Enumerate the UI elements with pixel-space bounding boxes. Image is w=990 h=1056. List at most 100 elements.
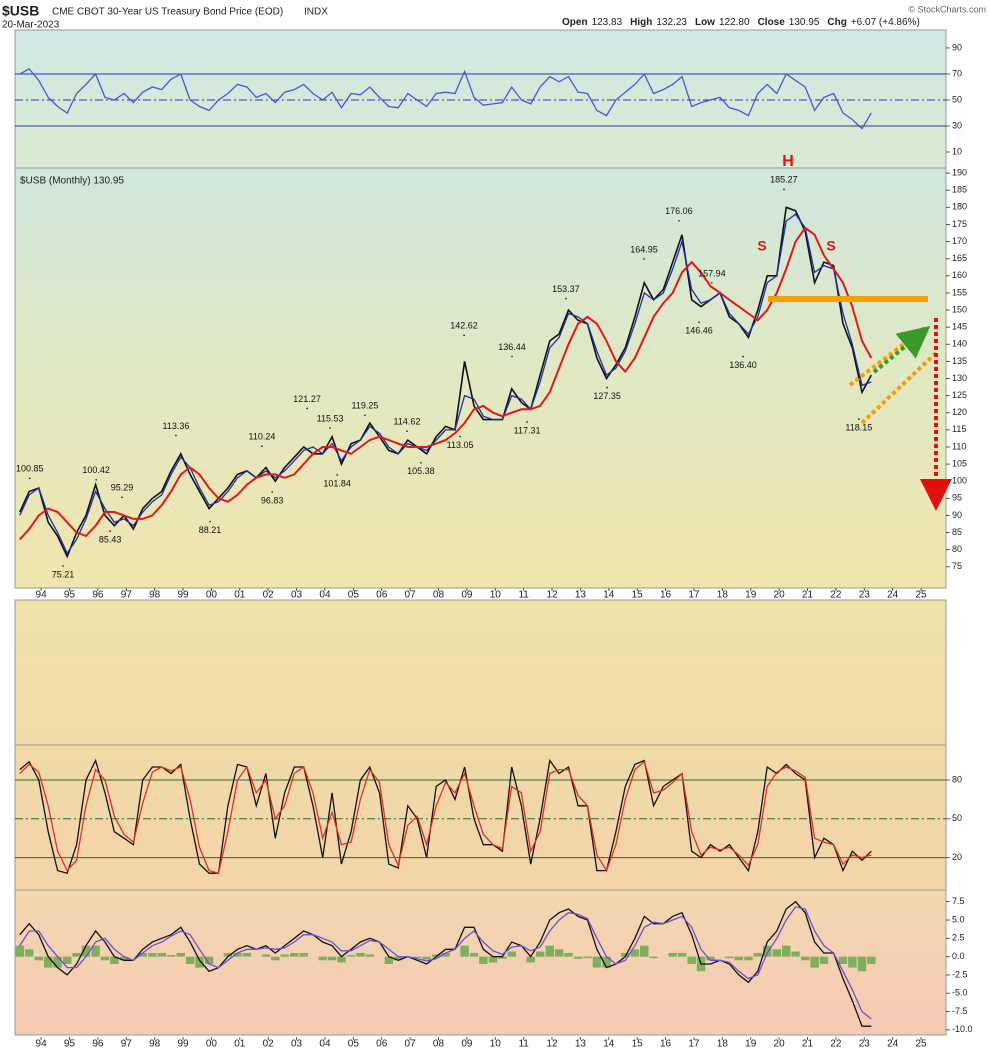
y-tick-label: 90 [952, 510, 962, 520]
histogram-bar [781, 945, 791, 957]
x-tick-label: 00 [206, 590, 218, 601]
histogram-bar [271, 956, 280, 961]
x-tick-label: 12 [546, 1039, 558, 1050]
annotation-head: H [782, 153, 794, 170]
histogram-bar [677, 952, 687, 957]
y-tick-label: 190 [952, 168, 967, 178]
histogram-bar [53, 956, 62, 968]
histogram-bar [138, 952, 147, 957]
y-tick-label: 105 [952, 458, 967, 468]
panels [14, 29, 947, 1036]
price-point [858, 418, 860, 420]
histogram-bar [337, 956, 346, 963]
histogram-bar [460, 945, 469, 957]
price-label: 153.37 [552, 284, 580, 294]
series-line [19, 906, 872, 1020]
y-tick-label: 175 [952, 219, 967, 229]
price-point [406, 430, 408, 432]
x-tick-label: 04 [319, 590, 331, 601]
x-tick-label: 94 [36, 590, 48, 601]
histogram-bar [327, 956, 337, 961]
x-tick-label: 19 [745, 590, 757, 601]
y-tick-label: 70 [952, 68, 962, 78]
histogram-bar [602, 956, 611, 968]
x-tick-label: 09 [461, 1039, 473, 1050]
x-tick-label: 05 [348, 1039, 360, 1050]
histogram-bar [81, 945, 91, 957]
y-tick-label: 135 [952, 356, 967, 366]
price-point [711, 282, 713, 284]
y-tick-label: 115 [952, 424, 966, 434]
price-point [28, 477, 31, 480]
price-point [678, 220, 680, 222]
histogram-bar [166, 955, 176, 957]
quote-value: 132.23 [656, 17, 687, 28]
price-label: 115.53 [317, 413, 344, 423]
x-tick-label: 04 [319, 1039, 331, 1050]
histogram-bar [706, 956, 715, 961]
y-tick-label: 0.0 [952, 951, 965, 961]
price-point [329, 427, 331, 429]
price-label: 185.27 [770, 175, 798, 185]
y-tick-label: 150 [952, 304, 967, 314]
x-tick-label: 16 [660, 590, 672, 601]
x-tick-label: 05 [348, 590, 360, 601]
y-tick-label: 7.5 [952, 896, 965, 906]
y-tick-label: 2.5 [952, 933, 965, 943]
histogram-bar [233, 952, 242, 957]
quote-label: Close [758, 17, 786, 28]
price-label: 157.94 [698, 268, 726, 278]
histogram-bar [668, 952, 677, 957]
symbol: $USB [2, 3, 39, 19]
price-point [698, 321, 700, 323]
histogram-bar [63, 956, 72, 964]
price-label: 100.85 [16, 464, 44, 474]
exchange: INDX [304, 7, 328, 18]
y-tick-label: 110 [952, 441, 966, 451]
rsi-panel [14, 29, 947, 169]
price-label: 96.83 [261, 495, 284, 505]
price-label: 142.62 [450, 321, 478, 331]
histogram-bar [15, 945, 25, 957]
quote-label: High [630, 17, 652, 28]
y-tick-label: 85 [952, 527, 962, 537]
histogram-bar [24, 949, 34, 957]
price-label: 176.06 [665, 206, 693, 216]
series-line [19, 206, 873, 559]
x-tick-label: 97 [121, 590, 133, 601]
histogram-bar [526, 956, 535, 963]
x-tick-label: 24 [887, 1039, 899, 1050]
histogram-bar [176, 952, 185, 957]
x-tick-label: 99 [177, 1039, 189, 1050]
x-tick-label: 13 [575, 590, 587, 601]
price-point [463, 334, 465, 337]
price-label: 100.42 [82, 465, 110, 475]
histogram-bar [34, 956, 44, 961]
price-point [336, 474, 338, 476]
histogram-bar [100, 956, 110, 961]
x-tick-label: 20 [774, 590, 786, 601]
histogram-bar [507, 951, 516, 957]
x-tick-label: 99 [177, 590, 189, 601]
price-point [364, 414, 366, 417]
histogram-bar [498, 956, 507, 959]
series-line [19, 213, 872, 555]
price-label: 75.21 [52, 569, 75, 579]
x-tick-label: 08 [433, 1039, 445, 1050]
histogram-bar [621, 952, 630, 957]
x-tick-label: 10 [490, 1039, 502, 1050]
y-tick-label: 95 [952, 493, 962, 503]
histogram-bar [204, 956, 214, 964]
histogram-bar [583, 956, 592, 959]
x-tick-label: 16 [660, 1039, 672, 1050]
histogram-bar [762, 945, 772, 957]
channel-lower [860, 350, 939, 425]
price-label: 136.44 [498, 342, 526, 352]
histogram-bar [479, 956, 488, 964]
x-tick-label: 25 [915, 1039, 927, 1050]
histogram-bar [640, 945, 649, 957]
x-tick-label: 94 [36, 1039, 48, 1050]
x-tick-label: 95 [64, 590, 76, 601]
histogram-bar [195, 956, 204, 968]
histogram-bar [564, 952, 573, 957]
